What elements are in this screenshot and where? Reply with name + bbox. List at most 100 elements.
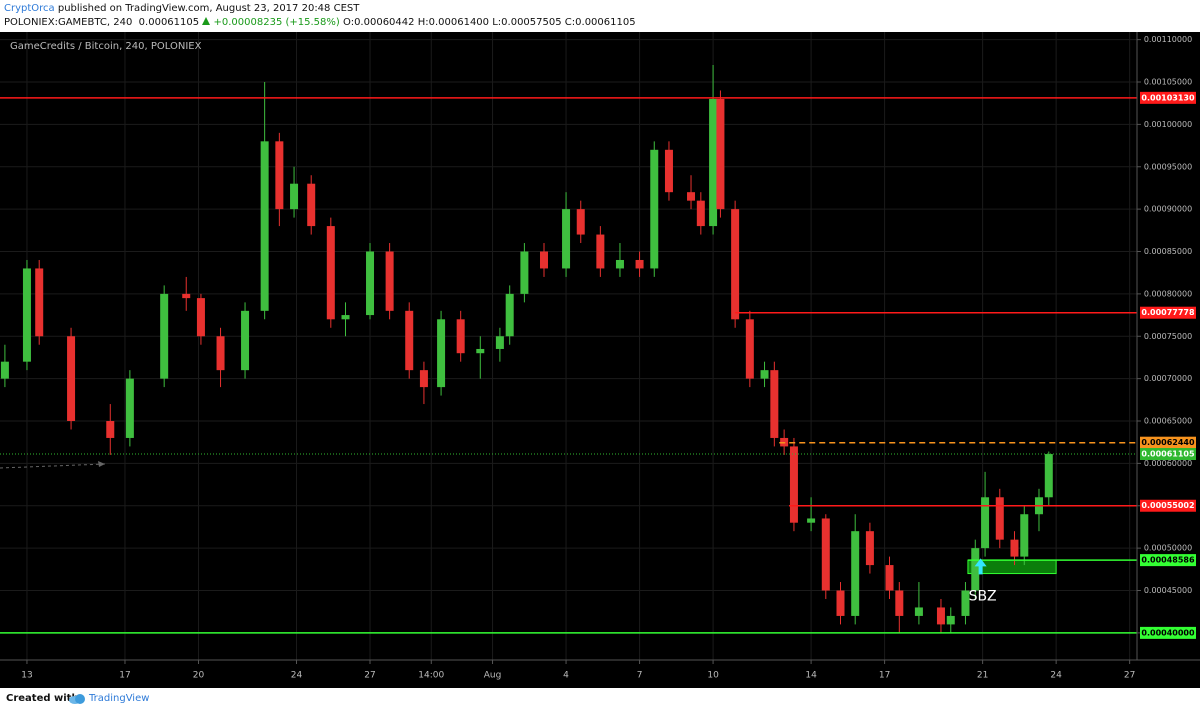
candle-body (914, 607, 923, 616)
candle-body (67, 336, 76, 422)
plot (0, 65, 1137, 634)
candle-body (760, 370, 769, 379)
chart-title: GameCredits / Bitcoin, 240, POLONIEX (10, 41, 202, 52)
brand[interactable]: TradingView (89, 693, 150, 704)
candle-body (865, 531, 874, 566)
level-label: 0.00048586 (1141, 556, 1195, 565)
level-label-box (1140, 554, 1196, 567)
annotation: SBZ (969, 588, 997, 604)
candle-body (635, 259, 644, 269)
candle-body (539, 251, 548, 269)
candle-body (405, 310, 414, 371)
candle-body (895, 590, 904, 616)
publish-line: CryptOrca published on TradingView.com, … (4, 3, 359, 14)
candle-body (326, 226, 335, 320)
x-tick-label: 14 (805, 671, 817, 681)
candle-body (22, 268, 31, 362)
x-tick-label: 24 (1050, 671, 1062, 681)
header: CryptOrca published on TradingView.com, … (0, 0, 1200, 32)
y-tick-label: 0.00080000 (1144, 289, 1192, 298)
x-tick-label: Aug (484, 671, 502, 681)
candle-body (456, 319, 465, 354)
change: +0.00008235 (+15.58%) (213, 17, 340, 28)
candle-body (520, 251, 529, 294)
candle-body (1010, 539, 1019, 557)
x-tick-label: 27 (1124, 671, 1135, 681)
candle-body (495, 336, 504, 349)
candle-body (35, 268, 44, 337)
level-label-box (1140, 626, 1196, 639)
level-label: 0.00062440 (1141, 438, 1195, 447)
candle-body (125, 378, 134, 438)
candle-body (995, 497, 1004, 540)
candle-body (664, 149, 673, 193)
candle-body (971, 548, 980, 591)
grid (0, 32, 1137, 660)
candle-body (1044, 454, 1053, 498)
candle-body (341, 315, 350, 320)
candle-body (596, 234, 605, 269)
footer: Created with TradingView (0, 688, 1200, 711)
candle-body (687, 192, 696, 201)
x-tick-label: 4 (563, 671, 569, 681)
candle-body (419, 370, 428, 388)
chart: GameCredits / Bitcoin, 240, POLONIEX 0.0… (0, 32, 1200, 688)
annotation-arrow (974, 558, 987, 575)
candle-body (216, 336, 225, 371)
level-label: 0.00040000 (1141, 628, 1195, 637)
candle-body (505, 293, 514, 337)
y-tick-label: 0.00050000 (1144, 544, 1192, 553)
last-price: 0.00061105 (138, 17, 200, 28)
y-tick-label: 0.00105000 (1144, 78, 1192, 87)
x-tick-label: 20 (193, 671, 205, 681)
candle-body (160, 293, 169, 379)
pointer-arrow-head (98, 461, 105, 467)
x-tick-label: 27 (364, 671, 375, 681)
x-tick-label: 24 (291, 671, 303, 681)
candle-body (260, 141, 269, 311)
candle-body (241, 310, 250, 371)
x-tick-label: 17 (879, 671, 890, 681)
low: L:0.00057505 (492, 17, 562, 28)
published: published on TradingView.com, August 23,… (57, 3, 360, 14)
level-label: 0.00103130 (1141, 93, 1195, 102)
x-tick-label: 14:00 (418, 671, 444, 681)
y-tick-label: 0.00075000 (1144, 332, 1192, 341)
candle-body (961, 590, 970, 616)
open: O:0.00060442 (343, 17, 415, 28)
level-label-box (1140, 436, 1196, 449)
candle-body (0, 361, 9, 379)
y-tick-label: 0.00090000 (1144, 205, 1192, 214)
candle-body (716, 98, 725, 210)
candle-body (851, 531, 860, 616)
symbol: POLONIEX:GAMEBTC, 240 (4, 17, 133, 28)
x-tick-label: 7 (637, 671, 643, 681)
candle-body (437, 319, 446, 388)
close: C:0.00061105 (564, 17, 636, 28)
candle-body (731, 209, 740, 320)
logo (69, 694, 85, 704)
candle-body (709, 98, 718, 227)
y-tick-label: 0.00095000 (1144, 162, 1192, 171)
high: H:0.00061400 (417, 17, 490, 28)
candle-body (745, 319, 754, 379)
y-tick-label: 0.00100000 (1144, 120, 1192, 129)
x-tick-label: 17 (119, 671, 130, 681)
level-label-box (1140, 448, 1196, 461)
level-label-box (1140, 91, 1196, 104)
candle-body (366, 251, 375, 316)
level-label: 0.00077778 (1141, 308, 1195, 317)
level-label: 0.00055002 (1141, 501, 1194, 510)
candle-body (275, 141, 284, 210)
candle-body (615, 259, 624, 269)
candle-body (821, 518, 830, 591)
candle-body (770, 370, 779, 438)
up-arrow (202, 17, 211, 25)
candle-body (576, 209, 585, 235)
author[interactable]: CryptOrca (4, 3, 55, 14)
candle-body (789, 446, 798, 523)
candle-body (946, 615, 955, 625)
created-with: Created with (6, 693, 79, 704)
candle-body (650, 149, 659, 269)
